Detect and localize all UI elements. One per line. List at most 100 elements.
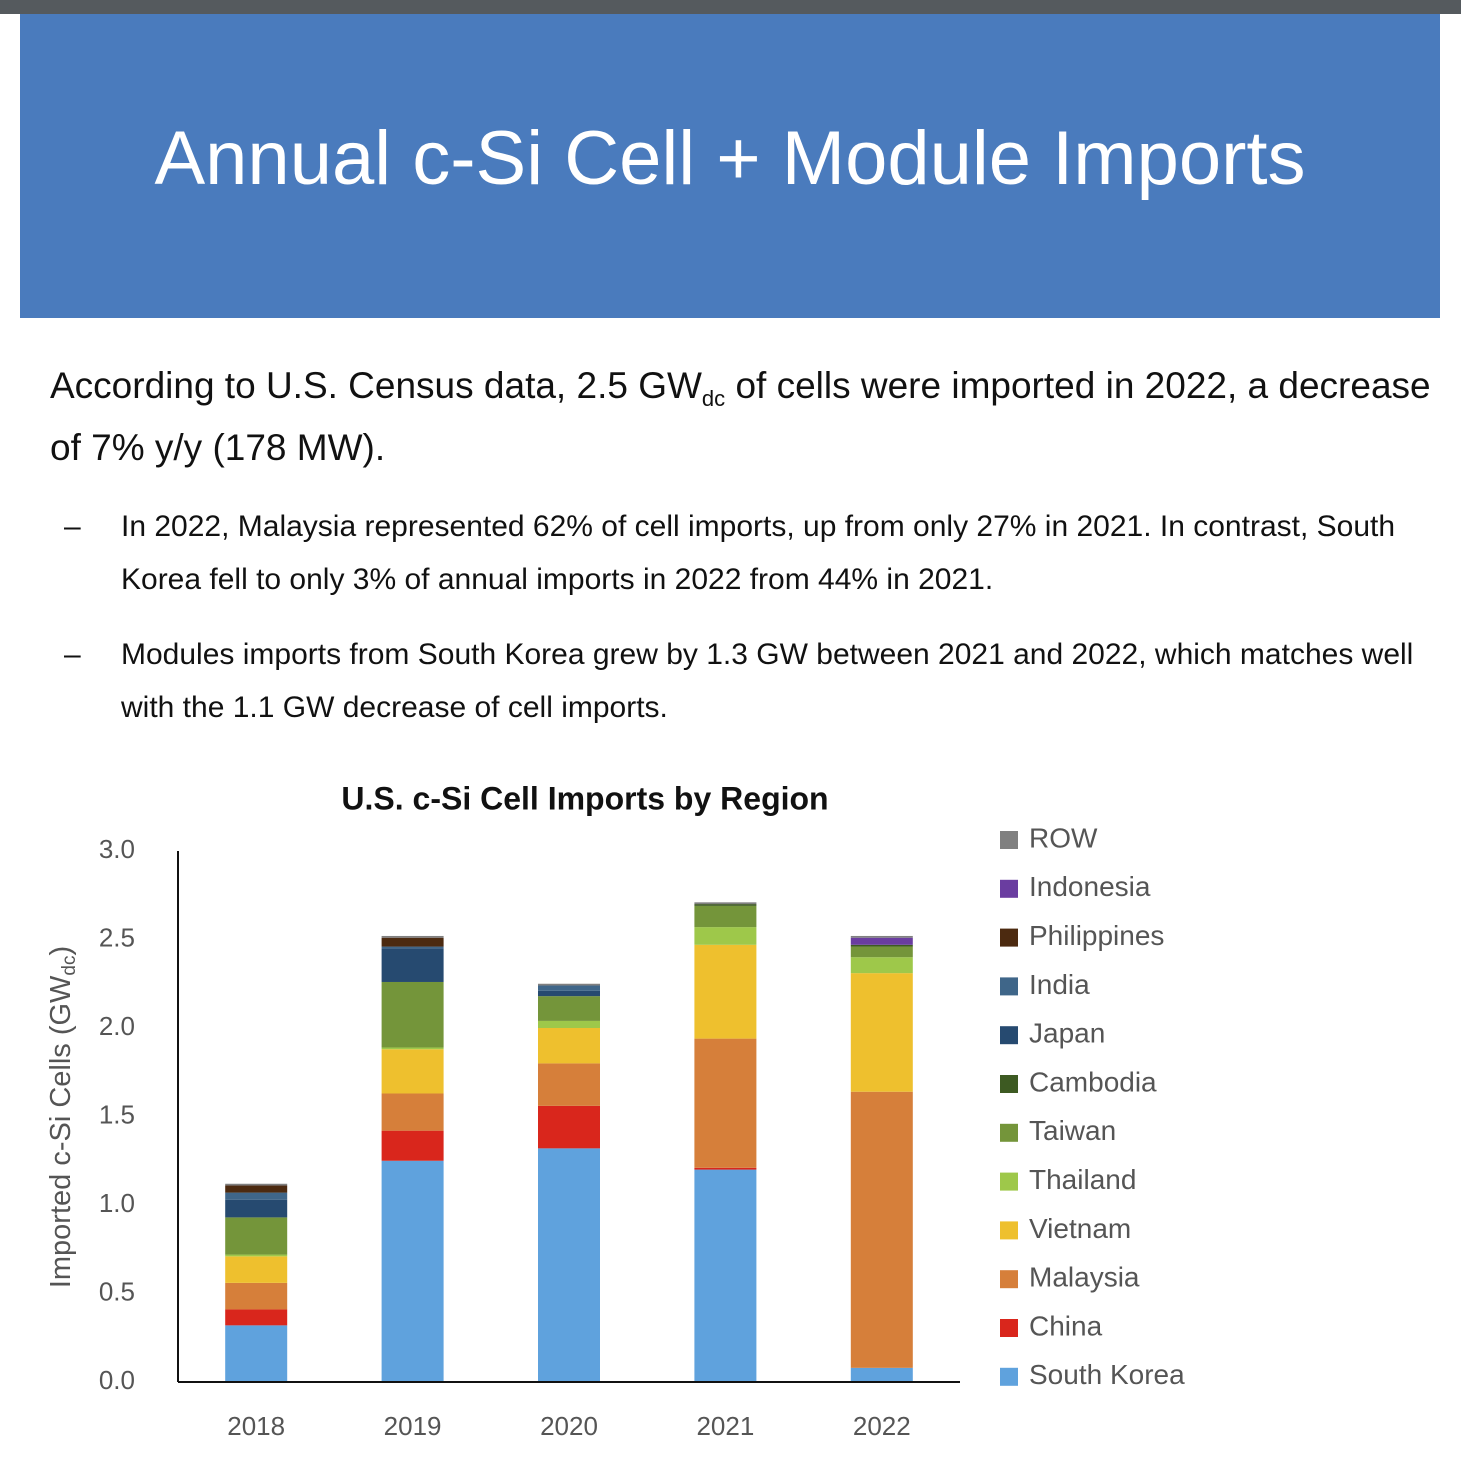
y-label-subscript: dc xyxy=(59,955,80,975)
y-tick-label: 3.0 xyxy=(99,834,135,864)
y-tick-label: 0.5 xyxy=(99,1276,135,1306)
bar-segment xyxy=(694,902,757,905)
bar-segment xyxy=(225,1185,288,1193)
bar-segment xyxy=(538,1148,600,1382)
bar-segment xyxy=(225,1217,288,1255)
legend-label: India xyxy=(1029,969,1090,1000)
legend-label: Cambodia xyxy=(1029,1066,1157,1097)
bar-segment xyxy=(225,1254,288,1257)
bar-segment xyxy=(850,957,913,974)
legend-label: Malaysia xyxy=(1029,1262,1140,1293)
bar-segment xyxy=(381,946,444,949)
intro-part: According to U.S. Census data, 2.5 GW xyxy=(50,365,702,406)
legend-swatch xyxy=(1000,1221,1018,1240)
legend-label: Philippines xyxy=(1029,920,1164,951)
bullet-text: Modules imports from South Korea grew by… xyxy=(121,638,1414,724)
y-tick-label: 0.0 xyxy=(99,1365,135,1395)
bar-segment xyxy=(381,981,444,1048)
bar-segment xyxy=(694,904,757,906)
bar-segment xyxy=(381,1160,444,1382)
bar-segment xyxy=(538,1020,600,1028)
bar-segment xyxy=(225,1256,288,1283)
bar-segment xyxy=(381,937,444,947)
legend-swatch xyxy=(1000,1172,1018,1191)
intro-part: of cells were imported in 2022, a decrea… xyxy=(50,365,1431,468)
bar-segment xyxy=(538,985,600,991)
intro-subscript: dc xyxy=(701,386,726,411)
bullet: – Modules imports from South Korea grew b… xyxy=(64,628,1434,734)
title-banner: Annual c-Si Cell + Module Imports xyxy=(20,14,1440,318)
bar-segment xyxy=(538,1028,600,1064)
bar-segment xyxy=(381,1093,444,1131)
legend-label: Taiwan xyxy=(1029,1115,1116,1146)
legend-swatch xyxy=(1000,977,1018,996)
top-bar xyxy=(0,0,1461,14)
bar-segment xyxy=(381,1049,444,1094)
bar-segment xyxy=(538,1063,600,1106)
bar-segment xyxy=(694,1167,757,1170)
x-tick-label: 2021 xyxy=(696,1411,754,1441)
y-label-part: ) xyxy=(45,946,77,956)
legend-swatch xyxy=(1000,1270,1018,1289)
bar-segment xyxy=(694,927,757,945)
legend-swatch xyxy=(1000,1026,1018,1045)
bar-segment xyxy=(381,935,444,938)
bar-segment xyxy=(381,948,444,982)
bar-segment xyxy=(850,946,913,958)
legend-label: China xyxy=(1029,1310,1103,1341)
bullet-marker: – xyxy=(64,638,81,671)
bullet-text: In 2022, Malaysia represented 62% of cel… xyxy=(121,510,1396,596)
bar-segment xyxy=(694,944,757,1039)
legend-swatch xyxy=(1000,879,1018,898)
slide-title: Annual c-Si Cell + Module Imports xyxy=(154,116,1306,201)
x-tick-label: 2019 xyxy=(384,1411,442,1441)
legend-swatch xyxy=(1000,831,1018,849)
bar-segment xyxy=(225,1199,288,1218)
y-tick-label: 1.5 xyxy=(99,1099,135,1129)
chart-title: U.S. c-Si Cell Imports by Region xyxy=(341,780,828,816)
bar-segment xyxy=(225,1282,288,1310)
legend-swatch xyxy=(1000,1123,1018,1142)
intro-text: According to U.S. Census data, 2.5 GWdc … xyxy=(50,355,1440,479)
bar-segment xyxy=(694,1038,757,1168)
bar-segment xyxy=(381,1130,444,1161)
bar-segment xyxy=(694,1169,757,1382)
bar-segment xyxy=(538,1105,600,1149)
x-tick-label: 2018 xyxy=(227,1411,285,1441)
bar-segment xyxy=(538,983,600,986)
legend-label: ROW xyxy=(1029,822,1098,853)
bar-segment xyxy=(850,937,913,945)
bar-segment xyxy=(225,1183,288,1186)
bar-segment xyxy=(225,1192,288,1200)
x-tick-label: 2020 xyxy=(540,1411,598,1441)
legend-swatch xyxy=(1000,928,1018,947)
bar-segment xyxy=(538,990,600,997)
bullet-marker: – xyxy=(64,510,81,543)
legend-swatch xyxy=(1000,1367,1018,1386)
legend-label: Thailand xyxy=(1029,1164,1136,1195)
y-axis-label: Imported c-Si Cells (GWdc) xyxy=(45,946,80,1288)
y-tick-label: 2.5 xyxy=(99,922,135,952)
bar-segment xyxy=(850,973,913,1092)
y-label-part: Imported c-Si Cells (GW xyxy=(45,975,77,1288)
bullet: – In 2022, Malaysia represented 62% of ce… xyxy=(64,500,1434,606)
bar-segment xyxy=(381,1047,444,1050)
bar-segment xyxy=(225,1325,288,1382)
legend-label: South Korea xyxy=(1029,1359,1185,1390)
y-tick-label: 1.0 xyxy=(99,1188,135,1218)
bar-segment xyxy=(538,996,600,1021)
bar-segment xyxy=(850,1367,913,1382)
bar-segment xyxy=(850,1091,913,1368)
bar-segment xyxy=(850,944,913,947)
legend-swatch xyxy=(1000,1319,1018,1337)
x-tick-label: 2022 xyxy=(853,1411,911,1441)
y-tick-label: 2.0 xyxy=(99,1011,135,1041)
legend-swatch xyxy=(1000,1075,1018,1093)
bar-segment xyxy=(694,905,757,928)
legend-label: Vietnam xyxy=(1029,1213,1131,1244)
bar-segment xyxy=(850,935,913,938)
legend-label: Japan xyxy=(1029,1018,1105,1049)
legend-label: Indonesia xyxy=(1029,871,1151,902)
